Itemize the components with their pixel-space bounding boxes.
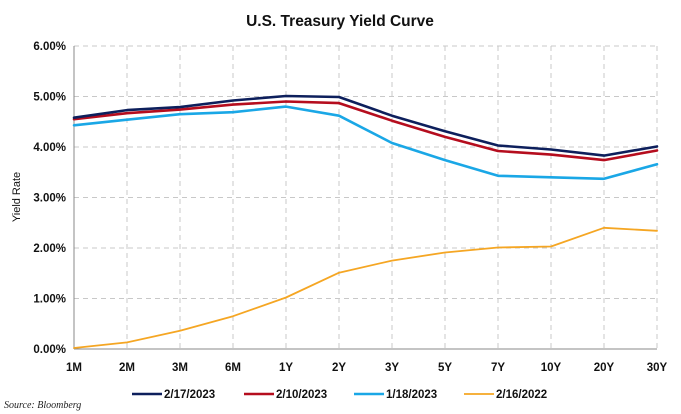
y-tick-label: 0.00%	[33, 344, 66, 356]
legend-label: 2/10/2023	[276, 389, 327, 401]
y-tick-label: 5.00%	[33, 92, 66, 104]
axes: 0.00% 1.00% 2.00% 3.00% 4.00% 5.00% 6.00% 1M 2M 3…	[33, 41, 667, 374]
source-note: Source: Bloomberg	[4, 400, 81, 411]
y-tick-label: 3.00%	[33, 193, 66, 205]
x-tick-label: 3Y	[385, 362, 399, 374]
gridlines	[74, 45, 658, 349]
x-tick-label: 2M	[119, 362, 135, 374]
legend-label: 2/16/2022	[496, 389, 547, 401]
x-tick-label: 6M	[225, 362, 241, 374]
legend-label: 1/18/2023	[386, 389, 437, 401]
y-axis-label: Yield Rate	[11, 172, 23, 222]
series-lines	[72, 94, 659, 349]
y-tick-label: 6.00%	[33, 41, 66, 53]
legend-label: 2/17/2023	[164, 389, 215, 401]
series-line-2-10-2023	[72, 100, 659, 162]
x-tick-label: 5Y	[438, 362, 452, 374]
x-tick-label: 7Y	[491, 362, 505, 374]
chart-title: U.S. Treasury Yield Curve	[246, 13, 434, 30]
x-tick-label: 30Y	[647, 362, 668, 374]
x-tick-label: 20Y	[594, 362, 615, 374]
x-tick-label: 2Y	[332, 362, 346, 374]
series-line-1-18-2023	[72, 105, 659, 181]
y-tick-label: 2.00%	[33, 243, 66, 255]
x-tick-label: 10Y	[541, 362, 562, 374]
x-tick-label: 3M	[172, 362, 188, 374]
y-tick-label: 1.00%	[33, 294, 66, 306]
series-line-2-16-2022	[73, 226, 658, 349]
legend: 2/17/2023 2/10/2023 1/18/2023 2/16/2022	[132, 389, 547, 401]
x-tick-label: 1Y	[279, 362, 293, 374]
series-line-2-17-2023	[72, 94, 659, 157]
y-tick-label: 4.00%	[33, 142, 66, 154]
x-tick-label: 1M	[66, 362, 82, 374]
